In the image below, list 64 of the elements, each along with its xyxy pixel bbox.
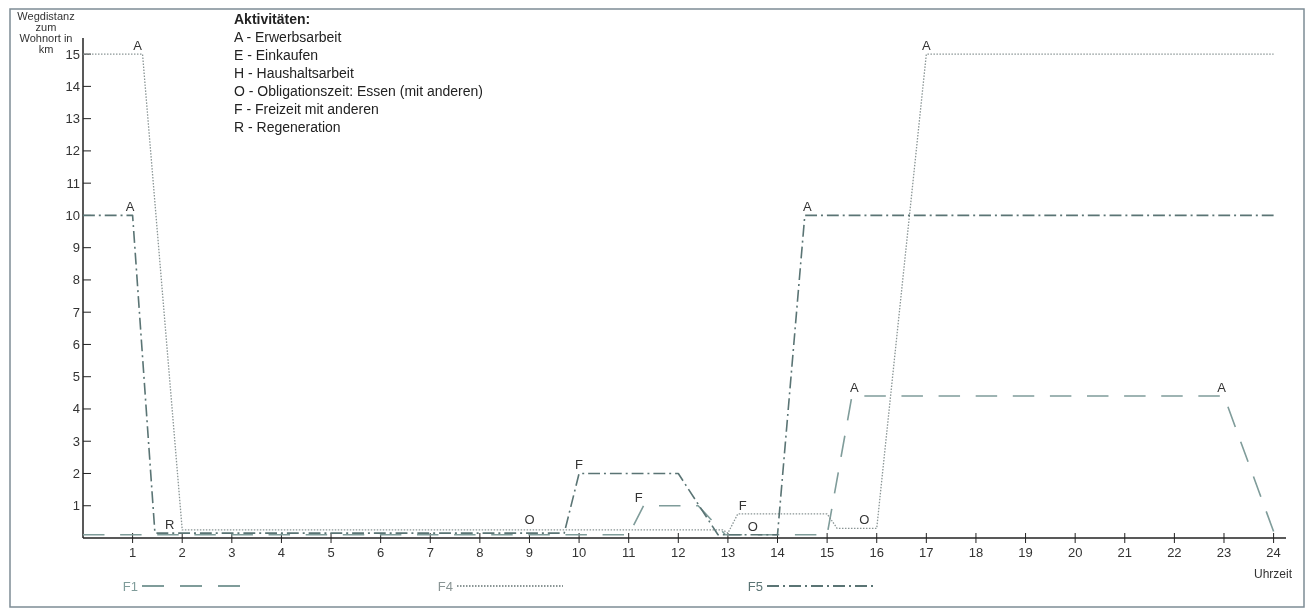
x-tick-label: 2 — [178, 545, 186, 560]
x-tick-label: 10 — [571, 545, 587, 560]
y-tick-label: 7 — [72, 304, 80, 320]
x-tick-label: 11 — [621, 545, 636, 560]
y-tick-label: 12 — [65, 143, 80, 159]
x-tick-label: 5 — [327, 545, 335, 560]
x-tick-label: 9 — [525, 545, 534, 560]
x-tick-label: 15 — [819, 545, 835, 560]
annotation: F — [634, 489, 643, 505]
x-tick-label: 23 — [1216, 545, 1232, 560]
annotation: H - Haushaltsarbeit — [234, 65, 354, 81]
x-tick-label: 19 — [1018, 545, 1033, 560]
text: F5 — [747, 579, 763, 594]
annotation: R - Regeneration — [234, 119, 341, 135]
annotation: O — [524, 512, 535, 528]
y-tick-label: 14 — [65, 78, 80, 94]
x-tick-label: 3 — [228, 545, 236, 560]
y-tick-label: 6 — [72, 336, 80, 352]
annotation: O — [747, 518, 758, 534]
x-tick-label: 20 — [1067, 545, 1083, 560]
annotation: E - Einkaufen — [234, 47, 319, 63]
y-tick-label: 13 — [65, 111, 80, 127]
x-tick-label: 4 — [277, 545, 286, 560]
text: F4 — [437, 579, 453, 594]
y-tick-label: 9 — [72, 240, 80, 256]
y-tick-label: 10 — [65, 207, 80, 223]
annotation: A - Erwerbsarbeit — [234, 29, 342, 45]
y-tick-label: 15 — [65, 46, 80, 62]
x-axis-title: Uhrzeit — [1253, 567, 1293, 581]
text: Aktivitäten: — [234, 11, 311, 27]
x-tick-label: 17 — [919, 545, 934, 560]
annotation: A — [125, 199, 135, 215]
y-tick-label: 5 — [72, 369, 80, 385]
y-tick-label: 1 — [72, 498, 80, 514]
x-tick-label: 1 — [128, 545, 137, 560]
y-tick-label: 4 — [72, 401, 80, 417]
x-tick-label: 14 — [770, 545, 785, 560]
y-tick-label: 11 — [66, 175, 80, 191]
x-tick-label: 24 — [1266, 545, 1281, 560]
y-tick-label: 8 — [72, 272, 80, 288]
annotation: F — [575, 457, 584, 473]
x-tick-label: 6 — [377, 545, 385, 560]
annotation: O - Obligationszeit: Essen (mit anderen) — [234, 83, 483, 99]
text: F1 — [122, 579, 138, 594]
y-tick-label: 2 — [72, 465, 80, 481]
annotation: A — [922, 38, 931, 54]
x-tick-label: 16 — [869, 545, 884, 560]
annotation: F - Freizeit mit anderen — [234, 101, 379, 117]
annotation: A — [802, 199, 812, 215]
annotation: O — [859, 512, 870, 528]
annotation: F — [738, 497, 747, 513]
x-tick-label: 13 — [720, 545, 736, 560]
x-tick-label: 22 — [1167, 545, 1182, 560]
y-tick-label: 3 — [72, 433, 80, 449]
x-tick-label: 18 — [968, 545, 984, 560]
annotation: R — [165, 517, 175, 533]
x-tick-label: 8 — [476, 545, 484, 560]
x-tick-label: 21 — [1117, 545, 1133, 560]
line-series — [82, 214, 1275, 536]
annotation: A — [850, 380, 860, 396]
annotation: A — [1217, 380, 1227, 396]
x-tick-label: 7 — [426, 545, 434, 560]
x-tick-label: 12 — [671, 545, 686, 560]
annotation: A — [133, 38, 143, 54]
